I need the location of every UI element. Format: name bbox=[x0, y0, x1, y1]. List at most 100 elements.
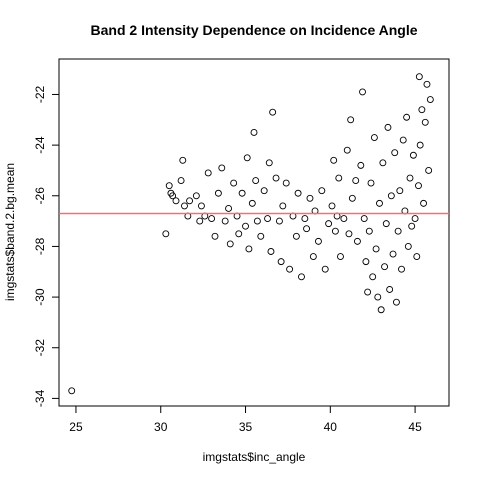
data-point bbox=[321, 265, 329, 273]
data-point bbox=[377, 306, 385, 314]
data-point bbox=[382, 220, 390, 228]
data-point bbox=[292, 232, 300, 240]
data-point bbox=[398, 265, 405, 273]
data-point bbox=[260, 187, 268, 195]
x-tick-label: 40 bbox=[324, 420, 338, 434]
data-point bbox=[242, 222, 249, 230]
data-point bbox=[169, 192, 177, 200]
points-layer bbox=[68, 73, 434, 395]
data-point bbox=[165, 182, 173, 190]
data-point bbox=[267, 248, 275, 255]
data-point bbox=[226, 240, 234, 248]
data-point bbox=[408, 222, 416, 230]
x-axis-label: imgstats$inc_angle bbox=[203, 450, 306, 464]
data-point bbox=[409, 151, 417, 159]
data-point bbox=[369, 273, 377, 281]
data-point bbox=[282, 179, 290, 187]
data-point bbox=[277, 258, 285, 266]
data-point bbox=[245, 245, 253, 253]
x-tick-label: 30 bbox=[154, 420, 168, 434]
data-point bbox=[362, 258, 370, 266]
data-point bbox=[186, 197, 194, 205]
data-point bbox=[364, 288, 372, 296]
data-point bbox=[325, 220, 333, 228]
data-point bbox=[384, 123, 392, 131]
data-point bbox=[335, 174, 343, 182]
data-point bbox=[225, 204, 233, 212]
data-point bbox=[372, 245, 380, 253]
y-tick-label: -32 bbox=[33, 339, 47, 357]
data-point bbox=[214, 189, 222, 197]
data-point bbox=[343, 146, 351, 154]
data-point bbox=[348, 194, 356, 202]
data-point bbox=[360, 215, 368, 223]
data-point bbox=[421, 118, 429, 126]
data-point bbox=[248, 199, 256, 207]
data-point bbox=[399, 136, 407, 144]
data-point bbox=[345, 230, 353, 238]
x-tick-label: 35 bbox=[239, 420, 253, 434]
data-point bbox=[298, 273, 305, 281]
x-tick-label: 25 bbox=[69, 420, 83, 434]
data-point bbox=[411, 215, 419, 223]
data-point bbox=[416, 141, 424, 149]
data-point bbox=[374, 293, 382, 301]
data-point bbox=[196, 217, 204, 225]
data-point bbox=[221, 217, 229, 225]
data-point bbox=[211, 232, 219, 240]
y-tick-label: -30 bbox=[33, 288, 47, 306]
data-point bbox=[172, 197, 180, 205]
data-point bbox=[426, 96, 434, 103]
y-tick-label: -28 bbox=[33, 237, 47, 255]
y-axis-label: imgstats$band.2.bg.mean bbox=[3, 163, 17, 301]
data-point bbox=[192, 192, 200, 200]
data-point bbox=[179, 156, 187, 164]
data-point bbox=[340, 215, 348, 223]
data-point bbox=[391, 149, 399, 157]
data-point bbox=[279, 202, 287, 210]
plot-frame bbox=[58, 58, 450, 407]
data-point bbox=[389, 250, 397, 258]
data-point bbox=[387, 192, 395, 200]
data-point bbox=[272, 174, 280, 182]
data-point bbox=[328, 202, 336, 210]
data-point bbox=[357, 161, 365, 169]
data-point bbox=[204, 169, 212, 177]
data-point bbox=[306, 194, 314, 202]
data-point bbox=[330, 156, 338, 164]
data-point bbox=[413, 253, 421, 261]
data-point bbox=[303, 225, 311, 233]
data-point bbox=[403, 113, 411, 121]
data-point bbox=[208, 215, 216, 223]
data-point bbox=[331, 227, 339, 235]
y-axis: -34 -32 -30 -28 -26 -24 -22 bbox=[33, 85, 60, 407]
data-point bbox=[197, 202, 205, 210]
data-point bbox=[406, 174, 414, 182]
data-point bbox=[301, 215, 309, 223]
data-point bbox=[367, 179, 375, 187]
data-point bbox=[396, 187, 404, 195]
data-point bbox=[359, 88, 366, 96]
data-point bbox=[235, 230, 243, 238]
data-point bbox=[265, 159, 273, 167]
data-point bbox=[379, 159, 387, 167]
data-point bbox=[177, 177, 185, 185]
data-point bbox=[264, 215, 272, 223]
y-tick-label: -22 bbox=[33, 85, 47, 103]
data-point bbox=[381, 263, 389, 271]
data-point bbox=[423, 80, 431, 88]
x-tick-label: 45 bbox=[408, 420, 422, 434]
data-point bbox=[68, 387, 76, 395]
y-tick-label: -26 bbox=[33, 187, 47, 205]
data-point bbox=[392, 298, 400, 306]
y-tick-label: -34 bbox=[33, 389, 47, 407]
data-point bbox=[353, 237, 361, 245]
data-point bbox=[181, 202, 188, 210]
data-point bbox=[314, 237, 322, 245]
data-point bbox=[162, 230, 170, 238]
data-point bbox=[415, 182, 422, 190]
data-point bbox=[352, 177, 360, 185]
x-axis: 25 30 35 40 45 bbox=[69, 405, 422, 434]
chart-title: Band 2 Intensity Dependence on Incidence… bbox=[91, 22, 418, 38]
